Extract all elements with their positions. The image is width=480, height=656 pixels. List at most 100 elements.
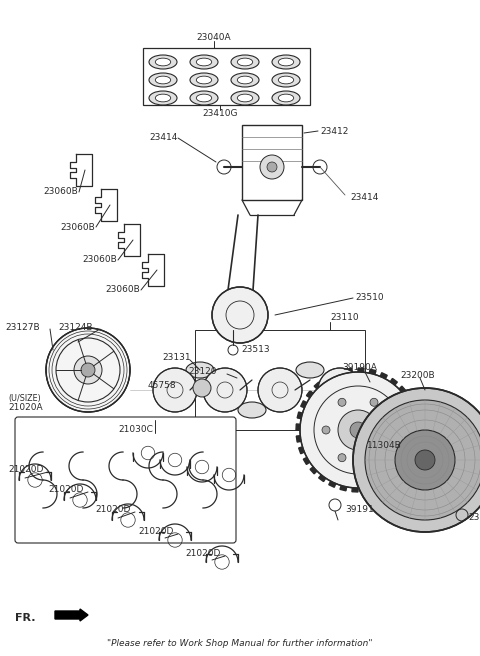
Text: (U/SIZE): (U/SIZE) — [8, 394, 41, 403]
Text: FR.: FR. — [15, 613, 36, 623]
Polygon shape — [299, 446, 307, 454]
Text: 23110: 23110 — [330, 314, 359, 323]
Ellipse shape — [231, 91, 259, 105]
Circle shape — [415, 450, 435, 470]
Ellipse shape — [156, 76, 171, 84]
Ellipse shape — [156, 58, 171, 66]
Ellipse shape — [278, 76, 294, 84]
Text: 23127B: 23127B — [5, 323, 40, 333]
Text: "Please refer to Work Shop Manual for further information": "Please refer to Work Shop Manual for fu… — [107, 638, 373, 647]
Circle shape — [370, 454, 378, 462]
Text: 11304B: 11304B — [367, 440, 402, 449]
Polygon shape — [413, 430, 420, 436]
Polygon shape — [296, 436, 304, 442]
Ellipse shape — [272, 91, 300, 105]
Ellipse shape — [149, 73, 177, 87]
Ellipse shape — [231, 73, 259, 87]
Text: 23200B: 23200B — [400, 371, 434, 380]
Bar — [143, 48, 310, 105]
Text: 21030C: 21030C — [118, 426, 153, 434]
Circle shape — [338, 398, 346, 406]
Polygon shape — [374, 481, 382, 489]
Text: 39190A: 39190A — [342, 363, 377, 373]
Circle shape — [353, 388, 480, 532]
Polygon shape — [334, 371, 342, 379]
Ellipse shape — [186, 362, 214, 378]
Circle shape — [386, 426, 394, 434]
Ellipse shape — [196, 58, 212, 66]
Bar — [195, 330, 365, 430]
Text: 23513: 23513 — [241, 346, 270, 354]
Text: 23040A: 23040A — [197, 33, 231, 41]
Polygon shape — [296, 424, 303, 430]
Text: 23414: 23414 — [150, 134, 178, 142]
Polygon shape — [369, 369, 376, 377]
Ellipse shape — [272, 73, 300, 87]
Polygon shape — [388, 379, 397, 388]
FancyBboxPatch shape — [15, 417, 236, 543]
Text: 23060B: 23060B — [82, 255, 117, 264]
Ellipse shape — [149, 91, 177, 105]
Ellipse shape — [278, 58, 294, 66]
Bar — [242, 125, 302, 200]
Ellipse shape — [156, 94, 171, 102]
Polygon shape — [329, 478, 337, 487]
Polygon shape — [324, 375, 332, 384]
Circle shape — [81, 363, 95, 377]
Text: 23060B: 23060B — [105, 285, 140, 295]
Polygon shape — [319, 472, 327, 482]
Text: 21020D: 21020D — [95, 506, 131, 514]
Circle shape — [74, 356, 102, 384]
Circle shape — [203, 368, 247, 412]
Text: 23060B: 23060B — [43, 188, 78, 197]
FancyArrow shape — [55, 609, 88, 621]
Circle shape — [395, 430, 455, 490]
Polygon shape — [340, 483, 347, 491]
Text: 23510: 23510 — [355, 293, 384, 302]
Text: 23124B: 23124B — [58, 323, 93, 333]
Text: 23311A: 23311A — [468, 514, 480, 522]
Polygon shape — [379, 373, 387, 382]
Text: 45758: 45758 — [148, 380, 177, 390]
Polygon shape — [303, 456, 312, 464]
Circle shape — [258, 368, 302, 412]
Polygon shape — [400, 461, 409, 469]
Text: 21020D: 21020D — [138, 527, 173, 537]
Circle shape — [267, 162, 277, 172]
Ellipse shape — [237, 58, 252, 66]
Circle shape — [46, 328, 130, 412]
Circle shape — [370, 398, 378, 406]
Polygon shape — [404, 396, 413, 404]
Text: 23120: 23120 — [188, 367, 216, 377]
Ellipse shape — [278, 94, 294, 102]
Text: 21020D: 21020D — [48, 485, 84, 495]
Ellipse shape — [190, 73, 218, 87]
Polygon shape — [363, 484, 370, 492]
Polygon shape — [384, 476, 393, 485]
Ellipse shape — [237, 76, 252, 84]
Ellipse shape — [196, 76, 212, 84]
Ellipse shape — [196, 94, 212, 102]
Circle shape — [193, 379, 211, 397]
Circle shape — [153, 368, 197, 412]
Text: 23412: 23412 — [320, 127, 348, 136]
Polygon shape — [300, 401, 310, 409]
Text: 23414: 23414 — [350, 192, 378, 201]
Polygon shape — [409, 406, 417, 414]
Polygon shape — [314, 382, 323, 391]
Circle shape — [338, 454, 346, 462]
Polygon shape — [407, 451, 415, 459]
Polygon shape — [358, 368, 364, 375]
Text: 23060B: 23060B — [60, 222, 95, 232]
Circle shape — [212, 287, 268, 343]
Circle shape — [350, 422, 366, 438]
Text: 23131: 23131 — [162, 352, 191, 361]
Polygon shape — [306, 391, 315, 400]
Text: 23410G: 23410G — [202, 108, 238, 117]
Polygon shape — [412, 418, 420, 424]
Circle shape — [300, 372, 416, 488]
Text: 21020D: 21020D — [185, 550, 220, 558]
Polygon shape — [397, 386, 406, 395]
Polygon shape — [352, 485, 358, 492]
Circle shape — [356, 449, 368, 461]
